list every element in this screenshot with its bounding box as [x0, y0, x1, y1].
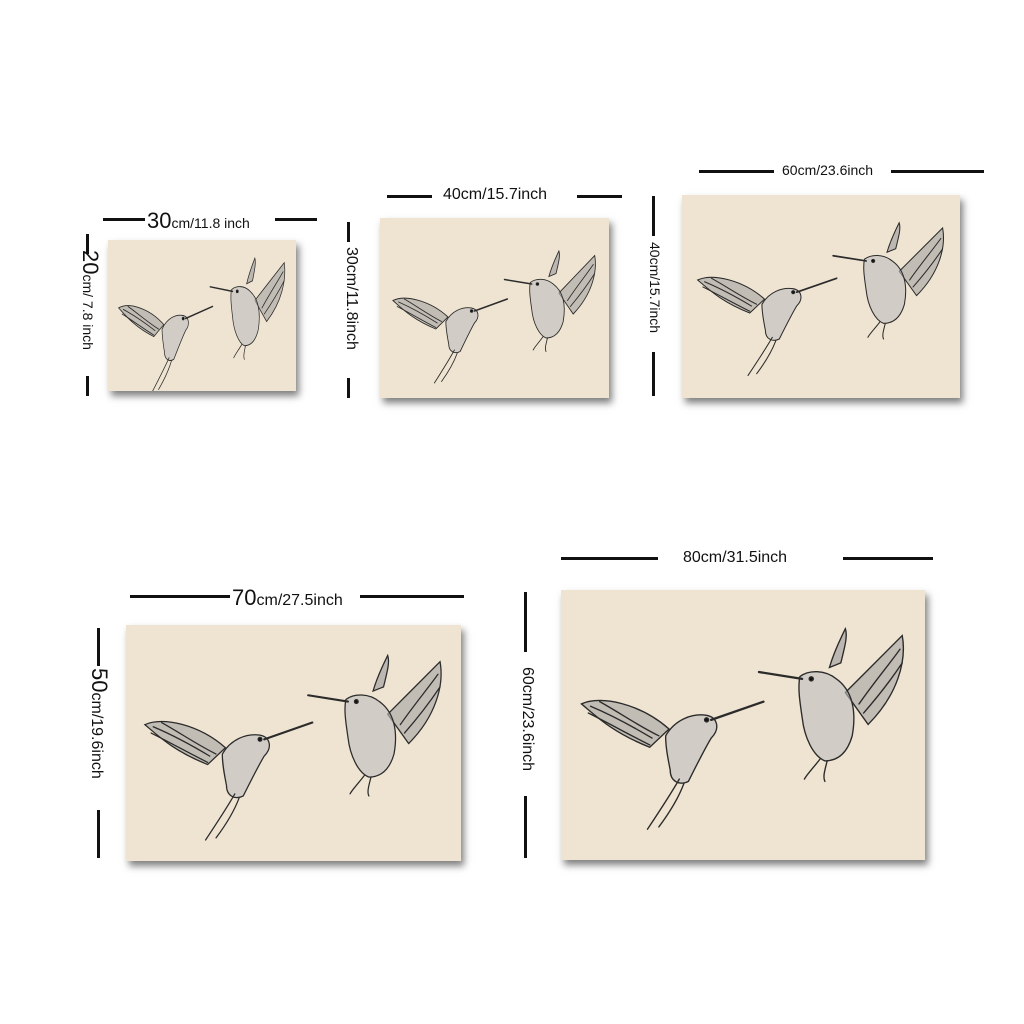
width-dimension-line: [103, 218, 145, 221]
canvas-print-70x50: [126, 625, 461, 861]
canvas-print-60x40: [682, 195, 960, 398]
width-dimension-line: [130, 595, 230, 598]
canvas-print-30x20: [108, 240, 296, 391]
height-dimension-line: [97, 810, 100, 858]
width-label: 60cm/23.6inch: [782, 162, 874, 178]
width-dimension-line: [275, 218, 317, 221]
height-label: 50cm/19.6inch: [87, 668, 112, 779]
height-dimension-line: [652, 352, 655, 396]
hummingbirds-artwork: [380, 218, 609, 398]
height-dimension-line: [347, 378, 350, 398]
width-dimension-line: [891, 170, 984, 173]
height-label: 60cm/23.6inch: [519, 667, 536, 772]
hummingbirds-artwork: [561, 590, 925, 860]
height-dimension-line: [524, 796, 527, 858]
hummingbirds-artwork: [108, 240, 296, 391]
height-label: 40cm/15.7inch: [647, 242, 663, 334]
height-dimension-line: [97, 628, 100, 666]
width-dimension-line: [577, 195, 622, 198]
height-dimension-line: [524, 592, 527, 652]
width-label: 80cm/31.5inch: [683, 549, 788, 566]
width-dimension-line: [360, 595, 464, 598]
height-label: 30cm/11.8inch: [343, 247, 360, 350]
width-dimension-line: [699, 170, 774, 173]
width-dimension-line: [387, 195, 432, 198]
canvas-print-40x30: [380, 218, 609, 398]
height-dimension-line: [652, 196, 655, 236]
height-dimension-line: [86, 376, 89, 396]
hummingbirds-artwork: [126, 625, 461, 861]
height-dimension-line: [347, 222, 350, 242]
width-label: 70cm/27.5inch: [232, 585, 343, 610]
width-dimension-line: [843, 557, 933, 560]
canvas-print-80x60: [561, 590, 925, 860]
width-label: 30cm/11.8 inch: [147, 208, 250, 233]
hummingbirds-artwork: [682, 195, 960, 398]
height-label: 20cm/ 7.8 inch: [78, 250, 103, 350]
height-dimension-line: [86, 234, 89, 254]
width-dimension-line: [561, 557, 658, 560]
width-label: 40cm/15.7inch: [443, 186, 548, 203]
